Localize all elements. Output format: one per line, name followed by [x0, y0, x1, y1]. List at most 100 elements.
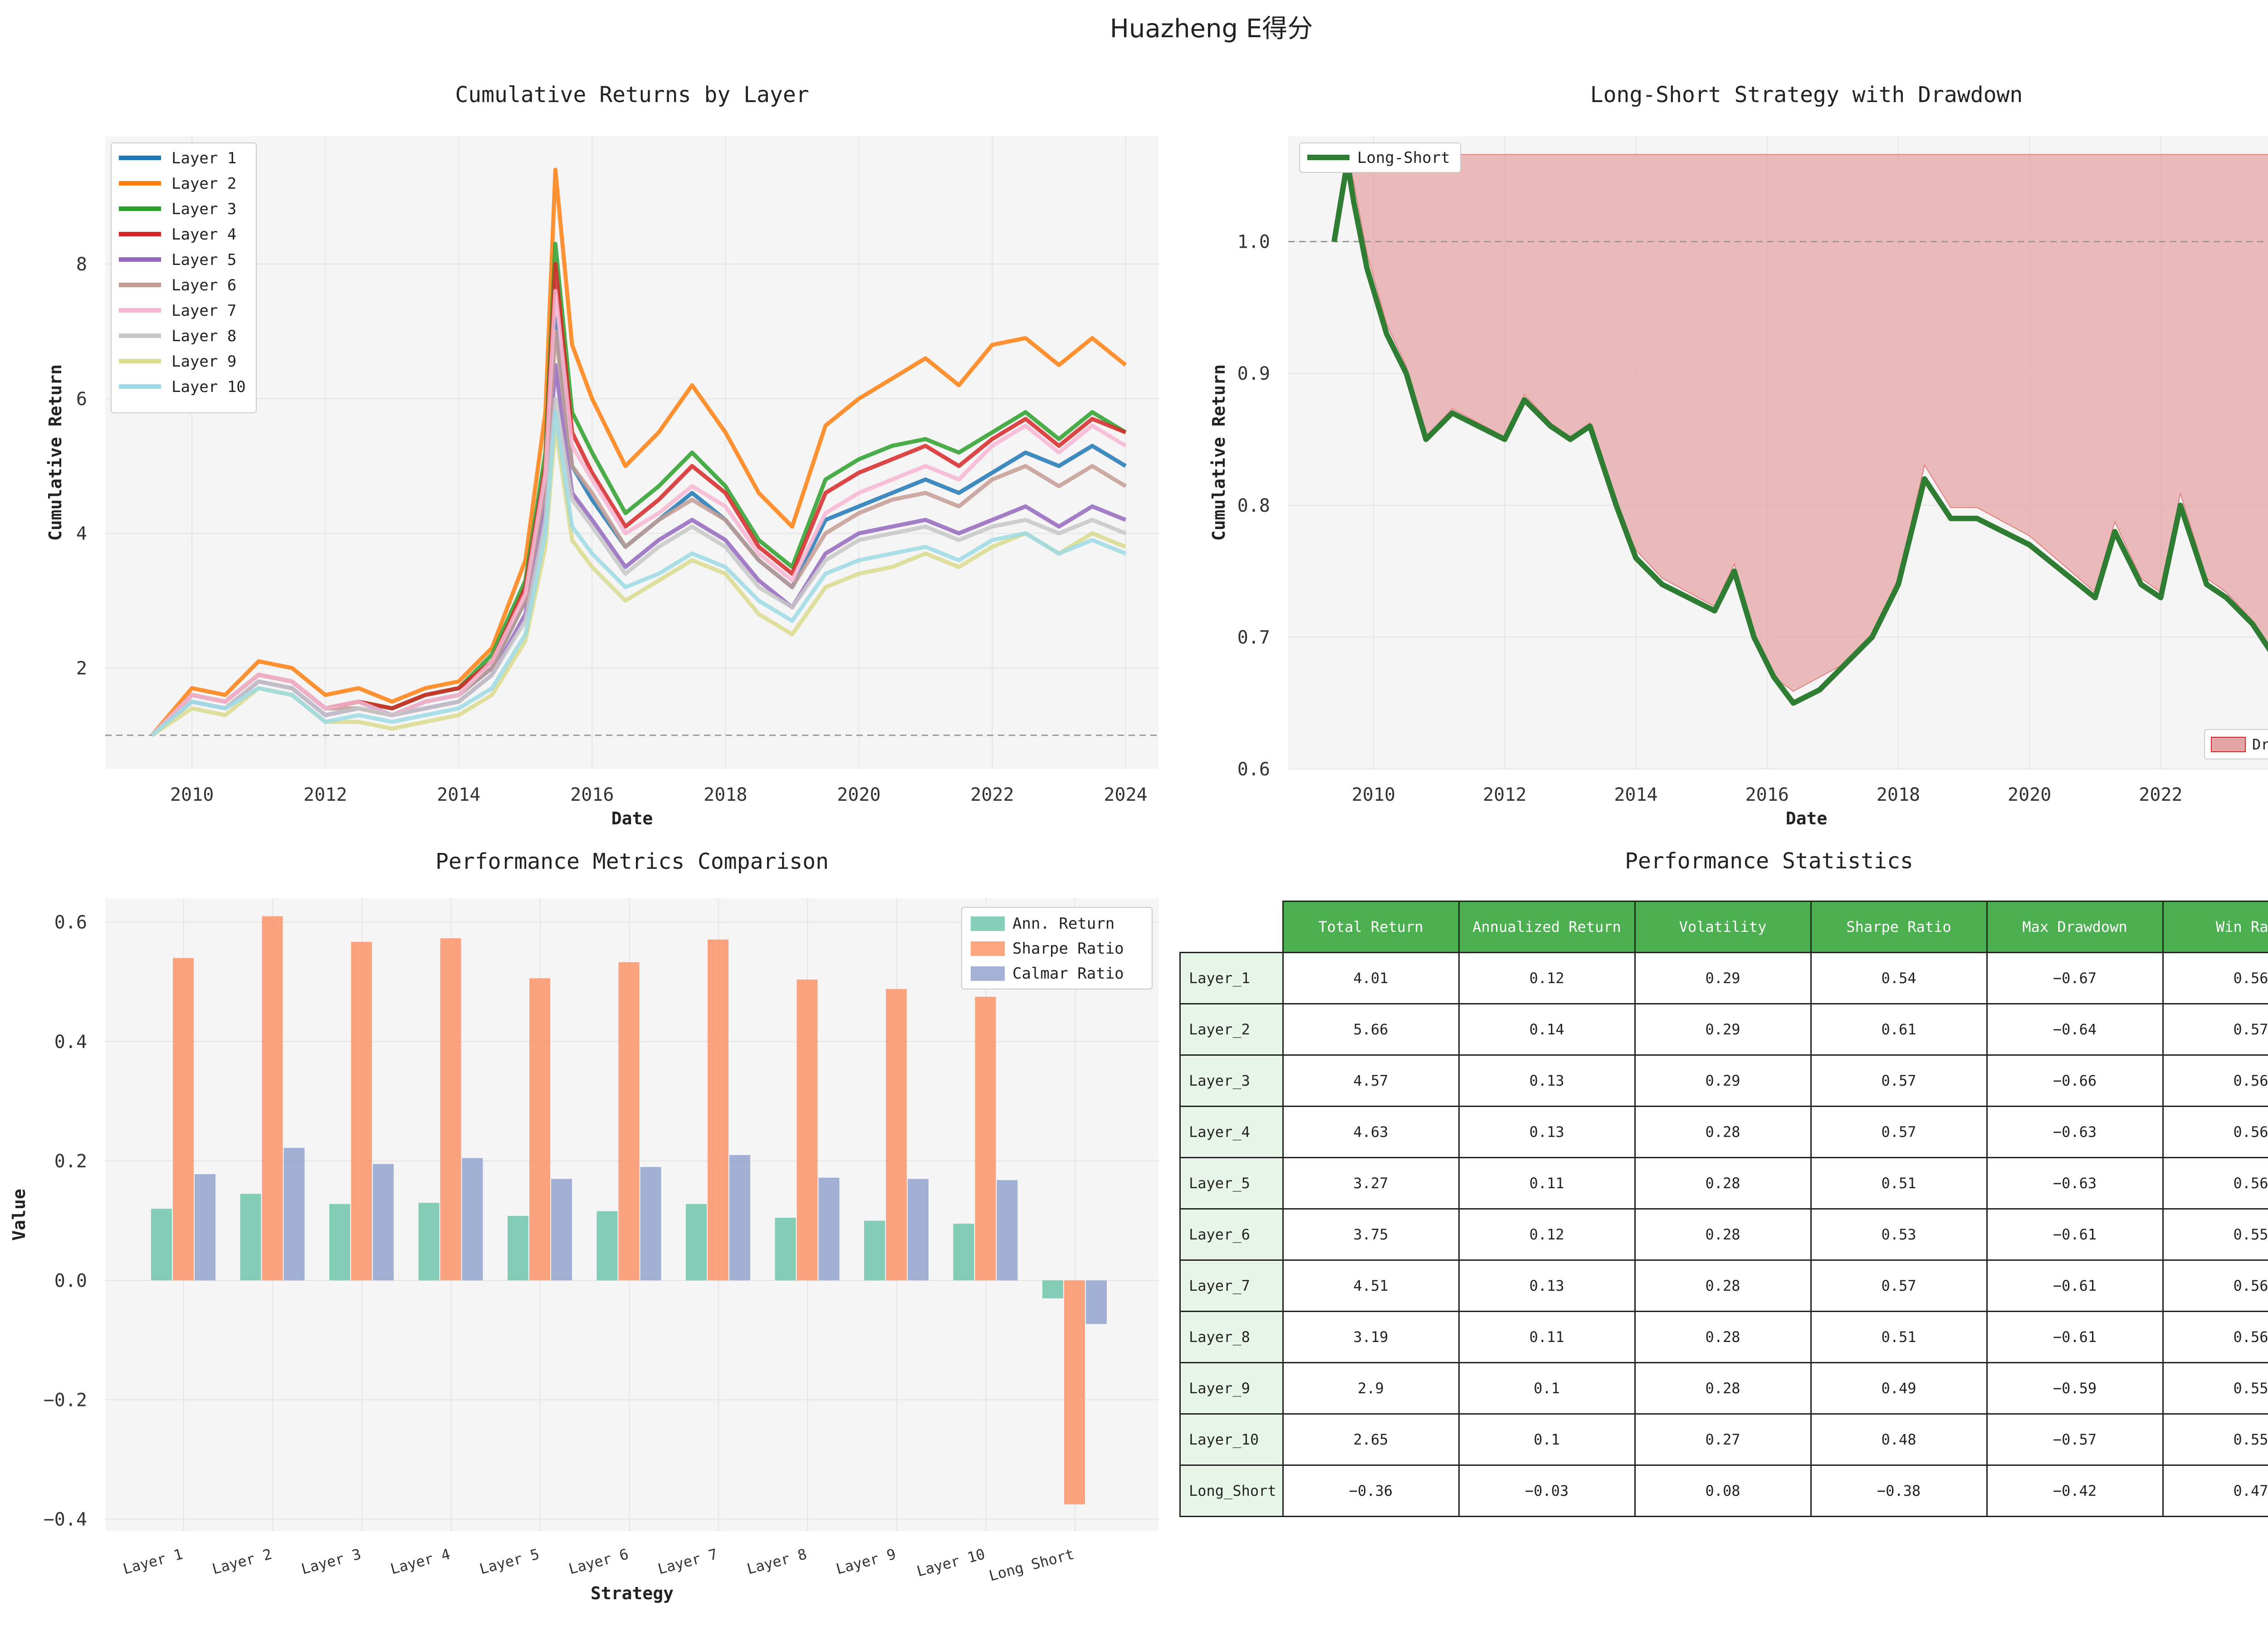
x-tick-label: Long Short [987, 1545, 1076, 1585]
y-tick-label: 2 [76, 658, 87, 679]
table-cell: −0.61 [1986, 1208, 2164, 1261]
table-cell: 0.29 [1634, 952, 1812, 1004]
table-cell: 0.57 [2162, 1003, 2268, 1056]
table-cell: 0.28 [1634, 1157, 1812, 1210]
table-cell: 0.57 [1810, 1106, 1988, 1158]
bar-calmar-ratio [997, 1180, 1018, 1281]
table-cell: 2.65 [1282, 1413, 1460, 1466]
table-cell: 0.55 [2162, 1413, 2268, 1466]
bar-calmar-ratio [551, 1179, 572, 1281]
legend-label: Layer 4 [171, 225, 236, 244]
table-cell: 0.56 [2162, 1311, 2268, 1363]
x-tick-label: Layer 10 [915, 1545, 987, 1580]
table-cell: 2.9 [1282, 1362, 1460, 1415]
x-tick-label: 2020 [2008, 784, 2051, 805]
table-cell: 0.12 [1458, 952, 1636, 1004]
table-cell: 0.14 [1458, 1003, 1636, 1056]
bar-sharpe-ratio [975, 997, 996, 1281]
bar-ann-return [1042, 1280, 1063, 1298]
series-line-layer-2 [150, 167, 1127, 737]
row-header: Layer_8 [1179, 1311, 1284, 1363]
legend-label: Layer 8 [171, 327, 236, 345]
bar-calmar-ratio [908, 1179, 929, 1281]
bar-calmar-ratio [284, 1148, 305, 1281]
y-tick-label: 1.0 [1237, 232, 1270, 253]
table-row: Long_Short −0.36 −0.03 0.08 −0.38 −0.42 0.47 [1179, 1464, 2268, 1517]
y-tick-label: 0.8 [1237, 495, 1270, 516]
table-cell: 0.49 [1810, 1362, 1988, 1415]
row-header: Long_Short [1179, 1464, 1284, 1517]
bar-calmar-ratio [195, 1174, 215, 1281]
legend-swatch-drawdown [2211, 737, 2246, 752]
metrics-comparison-panel: Performance Metrics Comparison −0.4 −0.2 0.… [0, 830, 1188, 1620]
x-tick-label: Layer 6 [567, 1545, 630, 1578]
bar-sharpe-ratio [440, 938, 461, 1281]
x-tick-label: 2012 [1483, 784, 1526, 805]
table-cell: 0.1 [1458, 1413, 1636, 1466]
table-cell: −0.36 [1282, 1464, 1460, 1517]
x-tick-label: 2014 [437, 784, 480, 805]
metrics-comparison-chart: Performance Metrics Comparison −0.4 −0.2 0.… [9, 849, 1159, 1603]
y-tick-label: 4 [76, 524, 87, 544]
y-tick-label: 0.0 [54, 1270, 87, 1291]
table-cell: −0.64 [1986, 1003, 2164, 1056]
table-cell: 0.13 [1458, 1259, 1636, 1312]
column-header: Sharpe Ratio [1810, 901, 1988, 953]
table-cell: −0.59 [1986, 1362, 2164, 1415]
cumulative-returns-panel: Cumulative Returns by Layer 2010 2012 2014 2… [0, 64, 1188, 853]
x-tick-label: 2016 [570, 784, 614, 805]
bar-ann-return [418, 1203, 440, 1281]
table-row: Layer_6 3.75 0.12 0.28 0.53 −0.61 0.55 [1179, 1208, 2268, 1261]
table-cell: 0.54 [1810, 952, 1988, 1004]
table-cell: 0.28 [1634, 1362, 1812, 1415]
chart-title: Performance Metrics Comparison [435, 849, 829, 874]
y-axis-label: Cumulative Return [1209, 364, 1229, 541]
bar-ann-return [775, 1218, 796, 1281]
series-line-layer-10 [151, 410, 1127, 737]
bar-sharpe-ratio [262, 916, 283, 1281]
table-cell: −0.42 [1986, 1464, 2164, 1517]
y-tick-label: 6 [76, 389, 87, 410]
table-cell: 0.51 [1810, 1311, 1988, 1363]
table-cell: 0.28 [1634, 1106, 1812, 1158]
legend-box [1299, 142, 1461, 173]
legend-swatch [971, 941, 1005, 956]
table-cell: 4.57 [1282, 1054, 1460, 1107]
row-header: Layer_9 [1179, 1362, 1284, 1415]
legend-swatch [971, 916, 1005, 931]
bar-ann-return [953, 1224, 974, 1281]
table-cell: 5.66 [1282, 1003, 1460, 1056]
legend: Ann. Return Sharpe Ratio Calmar Ratio [961, 907, 1153, 989]
long-short-line [1331, 160, 2268, 706]
bar-ann-return [329, 1204, 350, 1281]
legend-label: Long-Short [1357, 149, 1450, 167]
series-line-layer-7 [150, 289, 1127, 737]
table-cell: 0.56 [2162, 952, 2268, 1004]
column-header: Total Return [1282, 901, 1460, 953]
table-cell: 3.27 [1282, 1157, 1460, 1210]
y-tick-label: 0.7 [1237, 627, 1270, 648]
column-header: Volatility [1634, 901, 1812, 953]
table-cell: 0.56 [2162, 1106, 2268, 1158]
table-row: Layer_10 2.65 0.1 0.27 0.48 −0.57 0.55 [1179, 1413, 2268, 1466]
legend-label: Layer 2 [171, 175, 236, 193]
bar-ann-return [686, 1204, 707, 1281]
table-cell: 0.57 [1810, 1054, 1988, 1107]
chart-title: Long-Short Strategy with Drawdown [1590, 82, 2023, 108]
figure-title: Huazheng E得分 [1110, 14, 1313, 44]
y-tick-label: 0.4 [54, 1032, 87, 1053]
x-tick-label: 2018 [1877, 784, 1920, 805]
bar-ann-return [240, 1194, 261, 1281]
long-short-panel: Long-Short Strategy with Drawdown 0.6 0.7 0… [1188, 64, 2268, 853]
chart-title: Cumulative Returns by Layer [455, 82, 809, 108]
y-tick-label: 0.2 [54, 1151, 87, 1172]
legend-label: Layer 9 [171, 353, 236, 371]
table-cell: 3.19 [1282, 1311, 1460, 1363]
bar-sharpe-ratio [618, 962, 640, 1281]
bar-sharpe-ratio [173, 958, 194, 1281]
table-cell: 0.13 [1458, 1054, 1636, 1107]
table-cell: 0.29 [1634, 1054, 1812, 1107]
series-line-layer-8 [151, 397, 1127, 737]
bar-calmar-ratio [818, 1177, 840, 1281]
y-tick-label: 0.6 [54, 912, 87, 933]
